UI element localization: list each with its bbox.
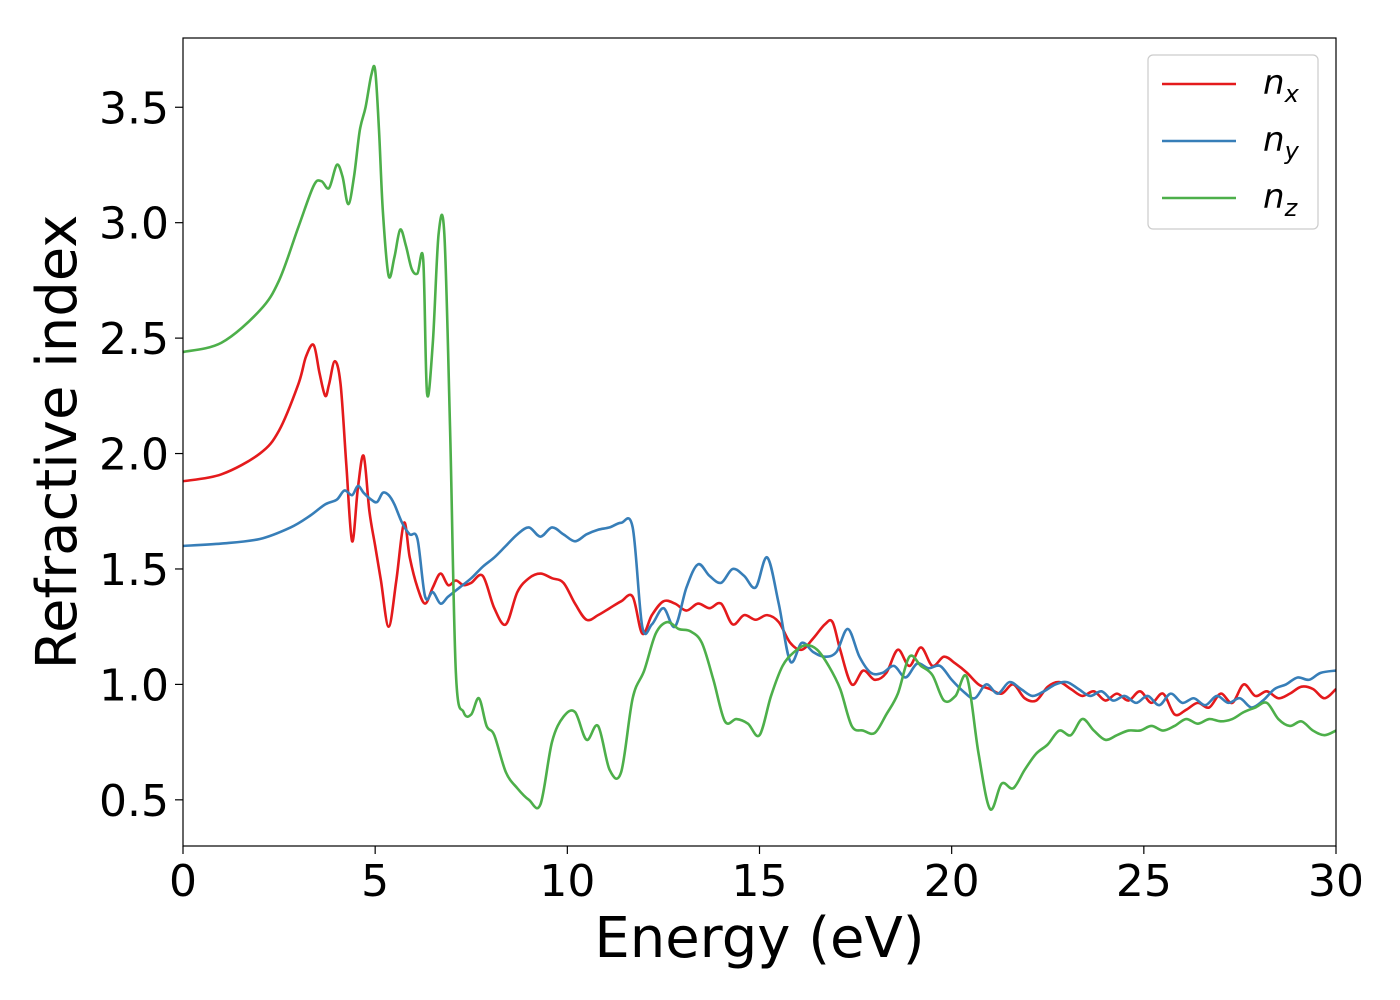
legend-label-nx: nx xyxy=(1263,63,1300,108)
y-tick-label: 1.5 xyxy=(99,545,169,596)
legend-label-subscript: y xyxy=(1284,137,1300,165)
y-tick-label: 3.0 xyxy=(99,199,169,250)
x-axis-label: Energy (eV) xyxy=(594,906,924,971)
legend-label-subscript: z xyxy=(1284,194,1299,222)
x-tick-label: 5 xyxy=(361,856,389,907)
x-tick-label: 25 xyxy=(1116,856,1172,907)
legend-label-base: n xyxy=(1263,63,1285,103)
x-tick-label: 0 xyxy=(169,856,197,907)
legend-label-nz: nz xyxy=(1263,177,1299,222)
x-tick-label: 20 xyxy=(924,856,980,907)
series-line-ny xyxy=(182,484,1337,709)
series-layer xyxy=(182,64,1337,811)
legend-label-subscript: x xyxy=(1284,80,1300,108)
y-tick-label: 2.5 xyxy=(99,314,169,365)
y-axis-label: Refractive index xyxy=(25,215,90,670)
legend-label-base: n xyxy=(1263,177,1285,217)
x-tick-label: 10 xyxy=(539,856,595,907)
series-line-nz xyxy=(182,64,1337,811)
y-axis: 0.5 1.0 1.5 2.0 2.5 3.0 3.5 xyxy=(99,83,183,827)
y-tick-label: 0.5 xyxy=(99,776,169,827)
y-tick-label: 3.5 xyxy=(99,83,169,134)
y-tick-label: 1.0 xyxy=(99,660,169,711)
x-tick-label: 15 xyxy=(732,856,788,907)
x-axis: 0 5 10 15 20 25 30 xyxy=(169,846,1364,907)
x-tick-label: 30 xyxy=(1308,856,1364,907)
legend-label-ny: ny xyxy=(1263,120,1300,165)
legend-label-base: n xyxy=(1263,120,1285,160)
y-tick-label: 2.0 xyxy=(99,430,169,481)
